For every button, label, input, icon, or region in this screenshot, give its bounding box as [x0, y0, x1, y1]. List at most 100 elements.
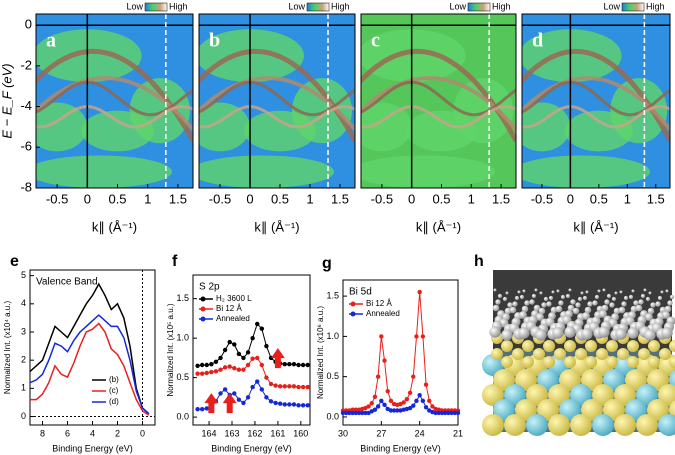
legend-label: H₂ 3600 L [216, 294, 252, 303]
data-point [264, 395, 269, 400]
y-tick-label: 0.5 [176, 372, 189, 382]
atom [619, 290, 623, 294]
atom [585, 290, 589, 294]
atom [501, 356, 513, 368]
atom [669, 294, 675, 300]
colorbar-low: Low [603, 1, 620, 11]
data-point [268, 381, 274, 387]
x-tick-label: 162 [247, 428, 262, 438]
data-point [250, 356, 255, 361]
atom [564, 340, 576, 352]
data-point [195, 407, 200, 412]
atom [611, 296, 617, 302]
data-point [388, 398, 394, 404]
x-tick-label: 0 [140, 428, 145, 438]
data-point [420, 398, 426, 404]
x-tick-label: 1 [144, 191, 151, 206]
atom [587, 301, 593, 307]
data-point [241, 355, 246, 361]
atom [660, 290, 664, 294]
atom [596, 348, 608, 360]
atom [564, 356, 576, 368]
atom [657, 295, 663, 301]
x-tick-label: 6 [65, 428, 70, 438]
atom [558, 300, 564, 306]
atom [543, 296, 549, 302]
y-axis-label: Normalized Int. (x10⁶ a.u.) [316, 306, 325, 399]
data-point [250, 335, 255, 341]
legend-label: Bi 12 Å [366, 299, 392, 308]
structure-render [482, 270, 675, 436]
atom [505, 291, 509, 295]
x-axis-label: Binding Energy (eV) [211, 443, 292, 453]
data-point [282, 362, 287, 367]
atom [504, 414, 526, 436]
image-region [522, 29, 622, 83]
atom [543, 356, 555, 368]
x-tick-label: -0.5 [46, 191, 68, 206]
x-tick-label: 2 [115, 428, 120, 438]
atom [627, 356, 639, 368]
y-tick-label: 0.5 [326, 371, 339, 381]
y-axis-label: E − E_F (eV) [0, 63, 14, 138]
data-point [245, 362, 251, 368]
atom [575, 302, 581, 308]
y-tick-label: 1.5 [176, 293, 189, 303]
atom [572, 307, 580, 315]
x-tick-label: 163 [224, 428, 239, 438]
image-region [199, 155, 334, 188]
atom [514, 295, 520, 301]
data-point [382, 402, 387, 408]
data-point [411, 374, 416, 379]
data-point [411, 403, 416, 408]
x-tick-label: 24 [415, 428, 425, 438]
atom [614, 414, 636, 436]
colorbar-high: High [331, 1, 350, 11]
y-tick-label: -4 [20, 98, 32, 113]
data-point [395, 408, 400, 413]
legend-marker [350, 301, 356, 307]
data-point [455, 410, 461, 416]
data-point [222, 347, 228, 353]
y-tick-label: 1 [21, 383, 26, 393]
data-point [232, 365, 237, 371]
atom [648, 291, 652, 295]
atom [581, 328, 593, 340]
y-tick-label: 4 [21, 298, 26, 308]
x-tick-label: 0.5 [590, 191, 608, 206]
data-point [222, 387, 228, 392]
atom [633, 300, 639, 306]
colorbar-low: Low [449, 1, 466, 11]
atom [534, 288, 538, 292]
data-point [245, 395, 251, 400]
atom [582, 295, 588, 301]
x-axis-label: k∥ (Å⁻¹) [416, 219, 461, 234]
atom [577, 296, 583, 302]
image-region [522, 155, 651, 188]
data-point [452, 410, 458, 416]
data-point [264, 343, 269, 349]
data-point [427, 398, 432, 404]
atom [606, 293, 612, 299]
x-tick-label: 1 [306, 191, 313, 206]
atom [512, 348, 524, 360]
atom [585, 356, 597, 368]
panel: g Bi 5d Binding Energy (eV) Normalized Int.… [316, 255, 463, 453]
panel: c Low High k∥ (Å⁻¹) -0.5 0 0.5 1 1.5 [360, 1, 517, 234]
atom [614, 291, 618, 295]
data-point [372, 394, 378, 400]
y-axis-label: Normalized Int. (x10⁴ a.u.) [3, 301, 12, 395]
data-point [209, 362, 214, 367]
frame [192, 274, 311, 426]
atom [575, 348, 587, 360]
arpes-image [36, 14, 193, 188]
atom [664, 305, 672, 313]
panel: f S 2p Binding Energy (eV) Normalized Int. … [166, 253, 311, 453]
data-point [282, 402, 287, 407]
y-tick-label: 0.0 [176, 411, 189, 421]
data-point [255, 355, 260, 361]
data-point [296, 362, 301, 368]
image-region [36, 102, 88, 152]
data-point [353, 410, 358, 416]
chart-title: Valence Band [36, 277, 98, 288]
